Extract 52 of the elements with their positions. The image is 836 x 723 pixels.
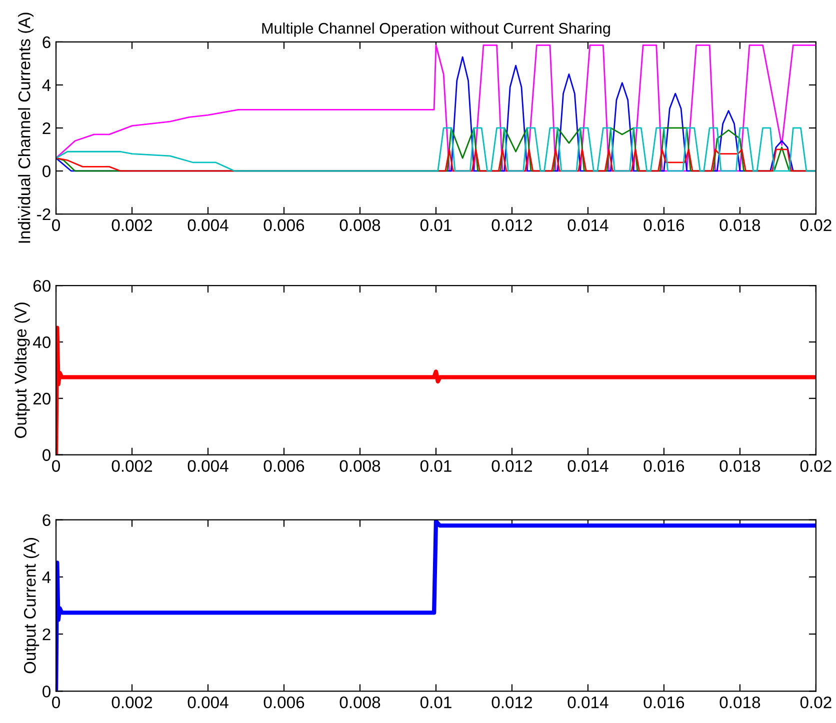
- x-tick-label: 0.008: [340, 696, 380, 708]
- x-tick-label: 0.012: [492, 460, 532, 472]
- line-series: [56, 127, 816, 172]
- y-tick-label: 6: [42, 36, 50, 48]
- x-tick-label: 0: [52, 460, 60, 472]
- x-tick-label: 0.02: [800, 219, 832, 232]
- x-tick-label: 0.018: [720, 460, 760, 472]
- x-tick-label: 0: [52, 696, 60, 708]
- y-tick-label: 2: [42, 628, 50, 640]
- x-tick-label: 0.008: [340, 219, 380, 232]
- x-tick-label: 0.01: [420, 696, 452, 708]
- x-tick-label: 0.008: [340, 460, 380, 472]
- x-tick-label: 0.006: [264, 460, 304, 472]
- x-tick-label: 0.002: [112, 696, 152, 708]
- x-tick-label: 0.006: [264, 219, 304, 232]
- x-tick-label: 0.014: [568, 219, 608, 232]
- y-tick-label: 0: [42, 449, 50, 461]
- y-tick-label: 0: [42, 686, 50, 698]
- x-tick-label: 0: [52, 219, 60, 232]
- x-tick-label: 0.01: [420, 460, 452, 472]
- y-axis-title: Individual Channel Currents (A): [18, 12, 34, 243]
- y-tick-label: 20: [33, 392, 50, 405]
- y-tick-label: 2: [42, 122, 50, 134]
- y-tick-label: 6: [42, 514, 50, 526]
- x-tick-label: 0.016: [644, 219, 684, 232]
- y-tick-label: 60: [33, 280, 50, 292]
- x-tick-label: 0.018: [720, 219, 760, 232]
- y-tick-label: 4: [42, 572, 51, 583]
- x-tick-label: 0.002: [112, 219, 152, 232]
- x-tick-label: 0.012: [492, 219, 532, 232]
- y-tick-label: 4: [42, 80, 51, 91]
- x-tick-label: 0.012: [492, 696, 532, 708]
- x-tick-label: 0.002: [112, 460, 152, 472]
- x-tick-label: 0.016: [644, 460, 684, 472]
- x-tick-label: 0.014: [568, 460, 608, 472]
- y-axis-title: Output Voltage (V): [14, 302, 30, 438]
- x-tick-label: 0.014: [568, 696, 608, 708]
- x-tick-label: 0.004: [188, 696, 228, 708]
- y-tick-label: 40: [32, 336, 50, 348]
- chart-title: Multiple Channel Operation without Current Sharing: [262, 22, 610, 37]
- x-tick-label: 0.016: [644, 696, 684, 708]
- x-tick-label: 0.02: [800, 460, 832, 472]
- x-tick-label: 0.02: [800, 696, 832, 708]
- y-tick-label: 0: [42, 165, 50, 178]
- x-tick-label: 0.01: [420, 219, 452, 232]
- x-tick-label: 0.006: [264, 696, 304, 708]
- x-tick-label: 0.004: [188, 460, 228, 472]
- x-tick-label: 0.004: [188, 219, 228, 232]
- x-tick-label: 0.018: [720, 696, 760, 708]
- line-series: [56, 520, 816, 692]
- y-tick-label: -2: [37, 208, 50, 220]
- y-axis-title: Output Current (A): [24, 538, 40, 674]
